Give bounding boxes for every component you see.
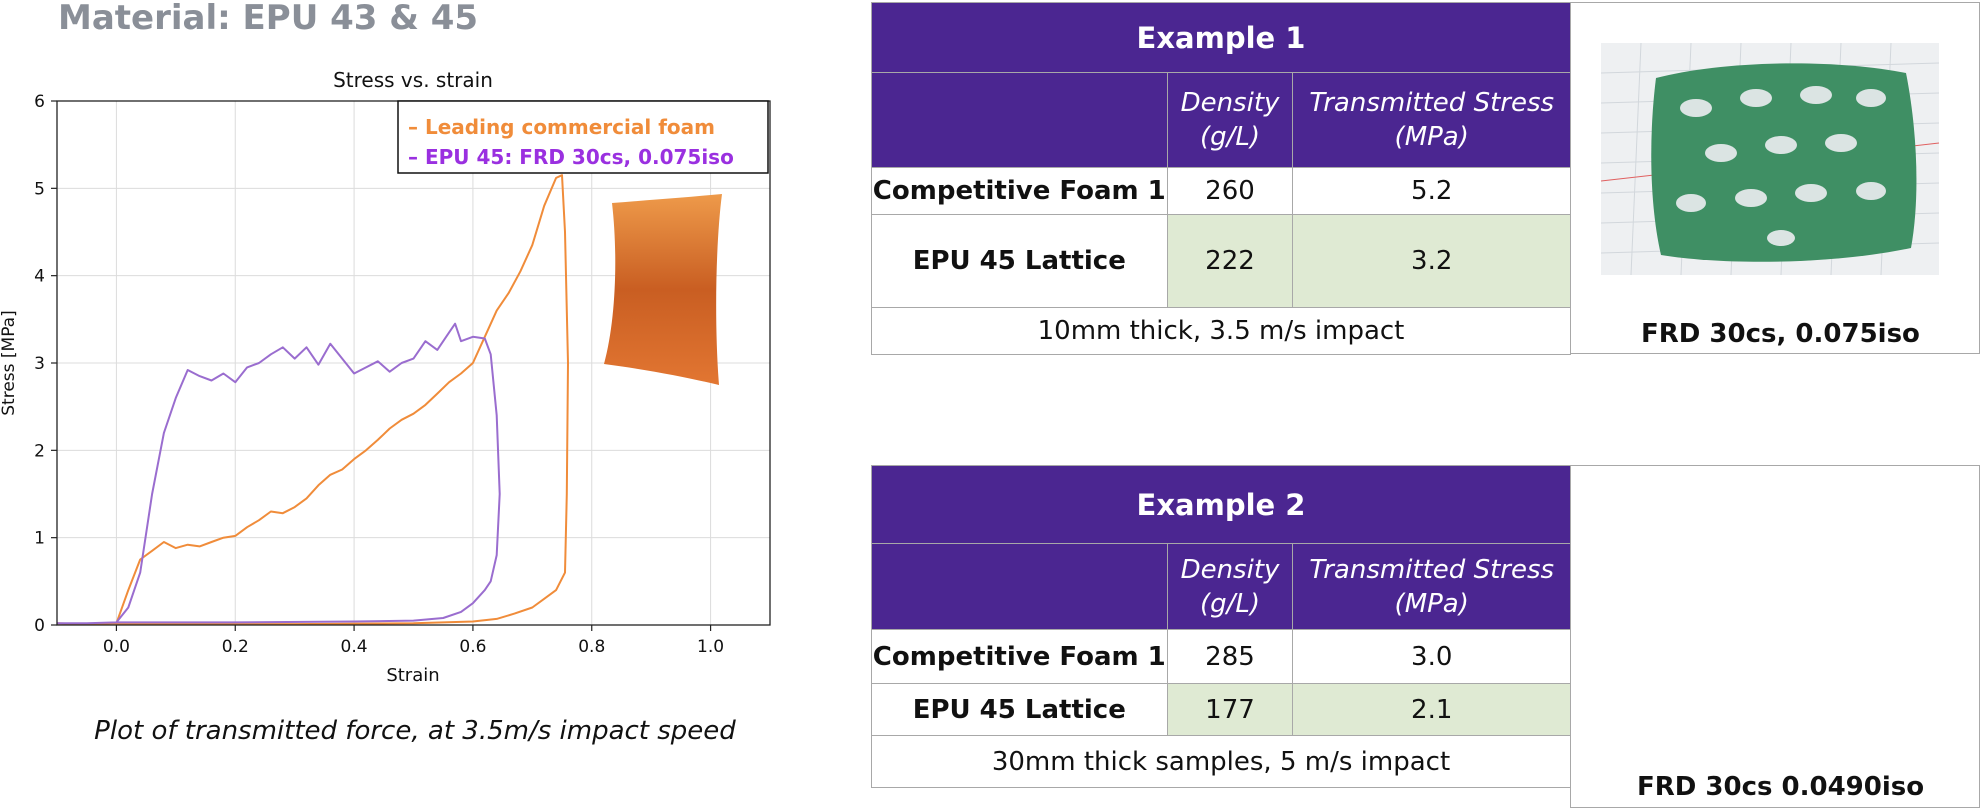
stress-strain-chart: 0.0 0.2 0.4 0.6 0.8 1.0 0 1 2 3 4 5 6 Stress vs. str… <box>0 68 771 686</box>
y-tick-label-0: 0 <box>34 616 45 636</box>
example2-note: 30mm thick samples, 5 m/s impact <box>871 735 1571 788</box>
table-row: EPU 45 Lattice 222 3.2 <box>871 214 1571 308</box>
example2-row1-label: Competitive Foam 1 <box>871 629 1168 684</box>
example2-table: Example 2 Density (g/L) Transmitted Stre… <box>871 465 1571 788</box>
example1-image-caption: FRD 30cs, 0.075iso <box>1641 319 1920 349</box>
lattice-image-body <box>1651 63 1917 262</box>
example1-row1-stress: 5.2 <box>1292 167 1571 215</box>
x-axis-label: Strain <box>386 665 439 686</box>
example2-density-unit: (g/L) <box>1199 588 1261 619</box>
y-tick-label-2: 2 <box>34 441 45 461</box>
legend-box <box>397 100 769 174</box>
x-tick-label-5: 1.0 <box>697 637 724 657</box>
x-tick-label-2: 0.4 <box>341 637 368 657</box>
example2-image-panel: FRD 30cs 0.0490iso <box>1570 465 1980 808</box>
legend-label-epu: EPU 45: FRD 30cs, 0.075iso <box>425 145 734 169</box>
example1-title: Example 1 <box>871 2 1571 73</box>
example1-row1-label: Competitive Foam 1 <box>871 167 1168 215</box>
lattice-image <box>1600 42 1940 276</box>
example2-row2-density: 177 <box>1166 683 1294 736</box>
y-tick-label-6: 6 <box>34 92 45 112</box>
chart-ticks: 0.0 0.2 0.4 0.6 0.8 1.0 0 1 2 3 4 5 6 <box>34 92 724 657</box>
example2-row1-stress: 3.0 <box>1292 629 1571 684</box>
chart-legend: – Leading commercial foam – EPU 45: FRD … <box>397 100 769 174</box>
y-tick-label-5: 5 <box>34 179 45 199</box>
y-tick-label-1: 1 <box>34 529 45 549</box>
chart-title: Stress vs. strain <box>333 68 493 92</box>
example1-stress-label: Transmitted Stress <box>1309 88 1555 118</box>
x-tick-label-3: 0.6 <box>459 637 486 657</box>
example2-density-label: Density <box>1180 554 1280 585</box>
y-axis-label: Stress [MPa] <box>0 310 19 416</box>
x-tick-label-0: 0.0 <box>103 637 130 657</box>
series-line-epu <box>57 322 501 625</box>
page-title: Material: EPU 43 & 45 <box>58 0 479 38</box>
lattice-image-holes <box>1676 86 1886 246</box>
example2-stress-header: Transmitted Stress (MPa) <box>1292 543 1571 630</box>
example1-density-label: Density <box>1180 88 1280 118</box>
table-row: EPU 45 Lattice 177 2.1 <box>871 683 1571 736</box>
y-tick-label-3: 3 <box>34 354 45 374</box>
chart-series-layer <box>56 174 569 626</box>
example2-empty-header <box>871 543 1168 630</box>
y-tick-label-4: 4 <box>34 267 45 287</box>
example1-density-header: Density (g/L) <box>1166 72 1294 168</box>
example1-row1-density: 260 <box>1166 167 1294 215</box>
table-row: Competitive Foam 1 285 3.0 <box>871 629 1571 684</box>
example2-density-header: Density (g/L) <box>1166 543 1294 630</box>
legend-label-foam: Leading commercial foam <box>425 115 715 139</box>
x-tick-label-1: 0.2 <box>222 637 249 657</box>
example1-stress-unit: (MPa) <box>1394 122 1469 152</box>
example2-row2-label: EPU 45 Lattice <box>871 683 1168 736</box>
example1-density-unit: (g/L) <box>1199 122 1261 152</box>
legend-entry-foam: – Leading commercial foam <box>408 115 715 139</box>
example1-stress-header: Transmitted Stress (MPa) <box>1292 72 1571 168</box>
example2-stress-label: Transmitted Stress <box>1309 554 1555 585</box>
example1-row2-label: EPU 45 Lattice <box>871 214 1168 308</box>
example1-empty-header <box>871 72 1168 168</box>
example2-stress-unit: (MPa) <box>1394 588 1469 619</box>
example2-row1-density: 285 <box>1166 629 1294 684</box>
example1-row2-density: 222 <box>1166 214 1294 308</box>
series-line-foam <box>56 174 569 626</box>
example2-title: Example 2 <box>871 465 1571 544</box>
table-row: Competitive Foam 1 260 5.2 <box>871 167 1571 215</box>
example2-image-caption: FRD 30cs 0.0490iso <box>1637 772 1925 802</box>
x-tick-label-4: 0.8 <box>578 637 605 657</box>
foam-sample-image <box>604 194 722 385</box>
example1-table: Example 1 Density (g/L) Transmitted Stre… <box>871 2 1571 355</box>
legend-entry-epu: – EPU 45: FRD 30cs, 0.075iso <box>408 145 734 169</box>
example2-row2-stress: 2.1 <box>1292 683 1571 736</box>
example1-note: 10mm thick, 3.5 m/s impact <box>871 307 1571 355</box>
example1-row2-stress: 3.2 <box>1292 214 1571 308</box>
example1-image-panel: FRD 30cs, 0.075iso <box>1570 2 1980 354</box>
chart-caption: Plot of transmitted force, at 3.5m/s imp… <box>94 716 736 746</box>
